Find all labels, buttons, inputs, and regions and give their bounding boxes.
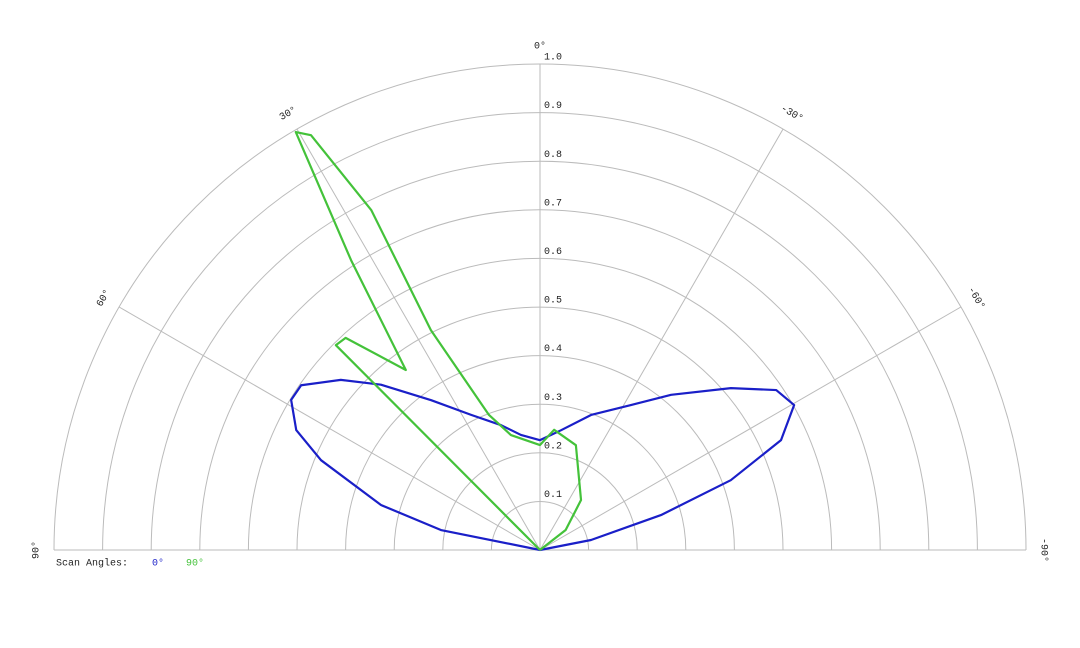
r-tick-label: 0.9 [544,101,562,112]
legend-entry: 0° [152,558,164,570]
r-tick-label: 0.5 [544,296,562,307]
theta-tick-label: 90° [31,541,43,559]
series-line [290,378,796,552]
theta-tick-label: -90° [1037,538,1049,562]
r-tick-label: 0.1 [544,490,562,501]
grid-spoke [539,306,962,551]
series-line [294,130,583,551]
r-tick-label: 0.4 [544,344,562,355]
legend-entry: 90° [186,558,204,570]
grid-spoke [118,306,541,551]
r-tick-label: 1.0 [544,53,562,64]
r-tick-label: 0.7 [544,198,562,209]
theta-tick-label: 60° [94,288,113,310]
r-tick-label: 0.3 [544,393,562,404]
theta-tick-label: 30° [278,104,300,123]
r-tick-label: 0.6 [544,247,562,258]
theta-tick-label: -60° [965,285,987,312]
grid-spoke [296,128,541,551]
r-tick-label: 0.8 [544,150,562,161]
theta-tick-label: -30° [778,103,805,125]
legend-title: Scan Angles: [56,558,128,570]
theta-tick-label: 0° [534,41,546,53]
grid-spoke [539,128,784,551]
r-tick-label: 0.2 [544,441,562,452]
